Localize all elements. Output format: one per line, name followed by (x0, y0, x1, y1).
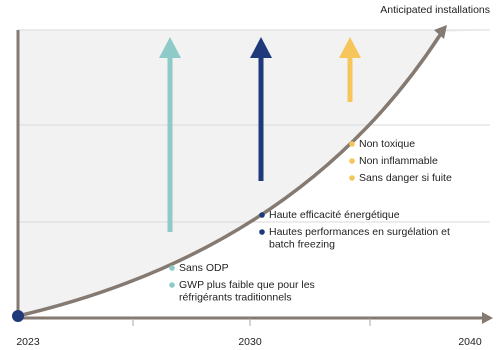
bullet-text: Haute efficacité énergétique (269, 209, 400, 221)
x-label: 2023 (16, 336, 40, 348)
bullet-text: Non inflammable (359, 155, 438, 167)
bullet-text: Sans danger si fuite (359, 172, 452, 184)
bullet (259, 229, 265, 235)
x-label: 2030 (238, 336, 262, 348)
bullet (169, 265, 175, 271)
x-label: 2040 (458, 336, 482, 348)
arrowhead (250, 37, 272, 58)
bullet (349, 141, 355, 147)
bullet (169, 282, 175, 288)
bullet (349, 175, 355, 181)
growth-curve (17, 34, 442, 318)
title: Anticipated installations (380, 4, 490, 16)
bullet-text: réfrigérants traditionnels (179, 291, 292, 303)
bullet-text: Hautes performances en surgélation et (269, 226, 450, 238)
bullet (259, 212, 265, 218)
bullet-text: Sans ODP (179, 262, 229, 274)
bullet-lists: Sans ODP GWP plus faible que pour lesréfr… (169, 138, 452, 303)
arrowhead (339, 37, 361, 58)
bullet-text: GWP plus faible que pour les (179, 279, 315, 291)
bullet-text: batch freezing (269, 238, 335, 250)
bullet-text: Non toxique (359, 138, 415, 150)
shaded-area (18, 30, 490, 316)
curve-arrowhead (434, 25, 447, 39)
bullet (349, 158, 355, 164)
x-axis-arrowhead (482, 312, 493, 324)
arrowhead (159, 37, 181, 58)
origin-dot (12, 310, 24, 322)
